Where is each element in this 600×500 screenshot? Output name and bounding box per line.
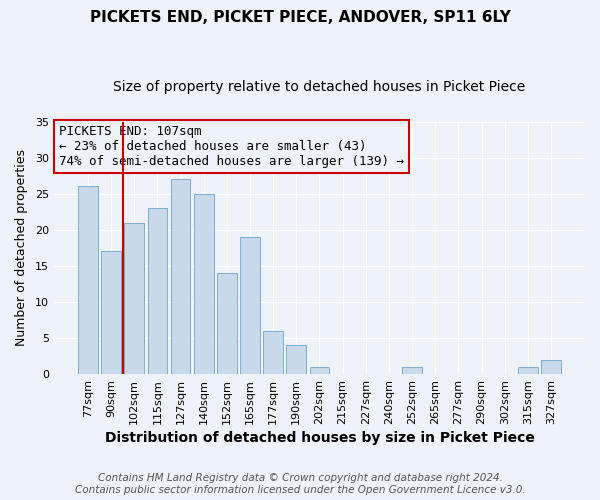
Bar <box>518 367 538 374</box>
Bar <box>541 360 561 374</box>
Text: PICKETS END, PICKET PIECE, ANDOVER, SP11 6LY: PICKETS END, PICKET PIECE, ANDOVER, SP11… <box>89 10 511 25</box>
Text: PICKETS END: 107sqm
← 23% of detached houses are smaller (43)
74% of semi-detach: PICKETS END: 107sqm ← 23% of detached ho… <box>59 126 404 168</box>
Bar <box>286 345 306 374</box>
Bar <box>148 208 167 374</box>
Y-axis label: Number of detached properties: Number of detached properties <box>15 150 28 346</box>
X-axis label: Distribution of detached houses by size in Picket Piece: Distribution of detached houses by size … <box>104 431 535 445</box>
Bar <box>101 252 121 374</box>
Bar <box>240 237 260 374</box>
Bar <box>124 222 144 374</box>
Text: Contains HM Land Registry data © Crown copyright and database right 2024.
Contai: Contains HM Land Registry data © Crown c… <box>74 474 526 495</box>
Bar <box>402 367 422 374</box>
Bar <box>78 186 98 374</box>
Bar <box>217 273 236 374</box>
Bar <box>194 194 214 374</box>
Bar <box>170 180 190 374</box>
Title: Size of property relative to detached houses in Picket Piece: Size of property relative to detached ho… <box>113 80 526 94</box>
Bar <box>263 331 283 374</box>
Bar <box>310 367 329 374</box>
